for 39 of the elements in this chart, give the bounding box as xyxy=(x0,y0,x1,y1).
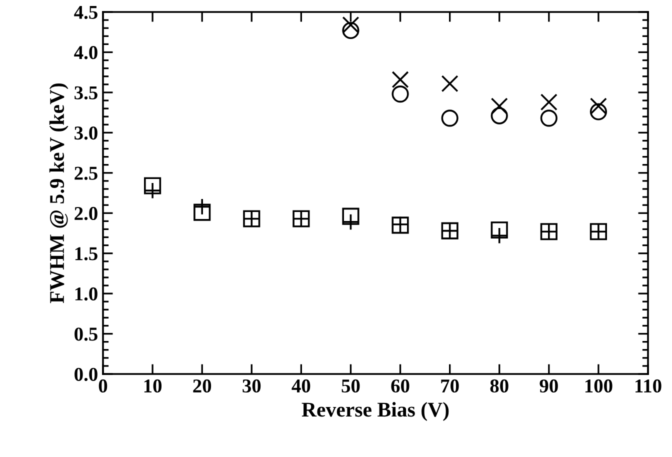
y-tick-label: 2.5 xyxy=(74,166,98,180)
point xyxy=(441,110,458,127)
point xyxy=(590,103,607,120)
x-tick-label: 70 xyxy=(441,379,459,393)
point xyxy=(590,98,607,115)
x-axis-title: Reverse Bias (V) xyxy=(302,402,449,421)
x-tick-label: 10 xyxy=(144,379,162,393)
y-tick-label: 4.5 xyxy=(74,6,98,20)
x-tick-label: 40 xyxy=(292,379,310,393)
point xyxy=(194,204,211,221)
point xyxy=(490,107,508,124)
point xyxy=(441,75,458,92)
point xyxy=(392,86,409,103)
y-tick-label: 0.0 xyxy=(74,368,98,382)
x-tick-label: 0 xyxy=(98,379,108,393)
x-tick-label: 60 xyxy=(391,379,410,393)
y-tick-label: 0.5 xyxy=(74,328,98,341)
point xyxy=(342,22,360,40)
y-tick-label: 3.0 xyxy=(74,126,98,140)
point xyxy=(342,16,360,34)
y-axis-title: FWHM @ 5.9 keV (keV) xyxy=(49,83,68,304)
point xyxy=(540,110,558,127)
point xyxy=(540,94,558,111)
x-tick-label: 110 xyxy=(636,379,662,393)
y-tick-label: 4.0 xyxy=(74,46,98,60)
point xyxy=(144,177,162,194)
x-tick-label: 30 xyxy=(242,379,261,393)
y-tick-label: 2.0 xyxy=(74,206,98,220)
x-tick-label: 20 xyxy=(193,379,212,393)
y-tick-label: 1.0 xyxy=(75,287,98,301)
x-tick-label: 90 xyxy=(540,379,558,393)
point xyxy=(490,221,508,239)
point xyxy=(342,208,360,225)
x-tick-label: 80 xyxy=(490,379,508,393)
x-tick-label: 100 xyxy=(585,379,612,393)
y-tick-label: 3.5 xyxy=(74,86,98,100)
point xyxy=(392,71,409,88)
x-tick-label: 50 xyxy=(342,379,360,393)
y-tick-label: 1.5 xyxy=(75,247,98,260)
